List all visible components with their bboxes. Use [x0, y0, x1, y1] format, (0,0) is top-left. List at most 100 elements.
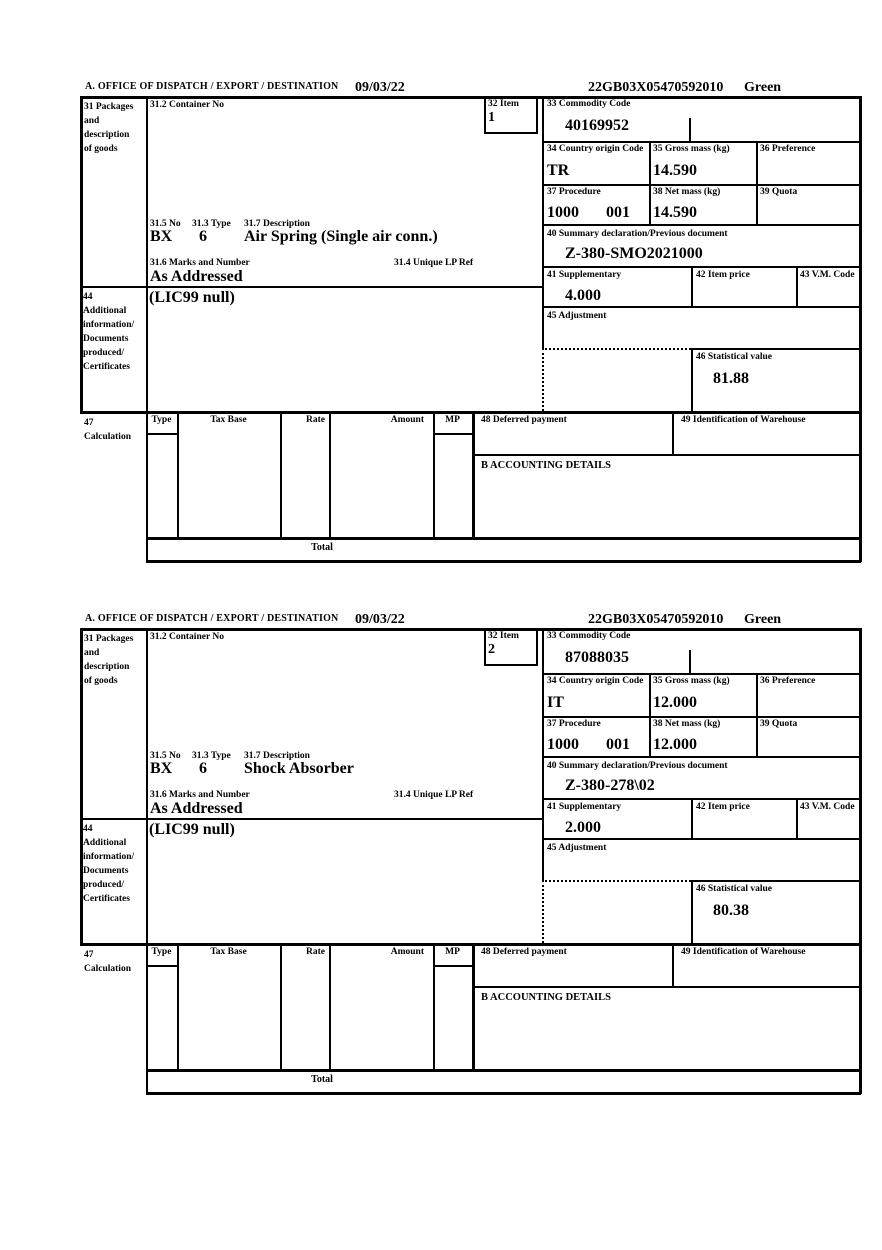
procedure-value: 1000 — [547, 204, 579, 221]
form-right-border — [859, 628, 862, 1094]
unique-lp-label: 31.4 Unique LP Ref — [394, 258, 474, 268]
box34-35-divider — [649, 141, 651, 225]
pkg-desc-label: 31.7 Description — [244, 219, 310, 229]
country-origin-label: 34 Country origin Code — [547, 676, 644, 686]
declaration-date: 09/03/22 — [355, 612, 405, 627]
item-number-label: 32 Item — [488, 99, 519, 109]
additional-info-value: (LIC99 null) — [149, 289, 235, 306]
box34-row-bottom — [542, 716, 861, 718]
box48-49-divider — [672, 943, 674, 986]
box41-42-divider — [691, 798, 693, 839]
package-count-value: 6 — [199, 760, 207, 777]
item-box-right — [536, 96, 538, 133]
marks-label: 31.6 Marks and Number — [150, 790, 250, 800]
declaration-date: 09/03/22 — [355, 80, 405, 95]
box47-row-top — [80, 943, 861, 946]
gross-mass-value: 14.590 — [653, 162, 697, 179]
box46-top — [691, 880, 861, 882]
box34-row-bottom — [542, 184, 861, 186]
box31-label: 31 Packages and description of goods — [84, 102, 134, 154]
item-box-bottom — [484, 664, 538, 666]
item-number-value: 1 — [488, 110, 495, 125]
box48-49-bottom — [472, 986, 861, 988]
dotted-horizontal-rule — [542, 348, 691, 350]
calc-header-type: Type — [151, 415, 172, 425]
country-origin-value: IT — [547, 694, 564, 711]
box31-box44-divider — [80, 286, 542, 288]
item-box-right — [536, 628, 538, 665]
country-origin-value: TR — [547, 162, 570, 179]
office-of-dispatch-label: A. OFFICE OF DISPATCH / EXPORT / DESTINA… — [85, 81, 339, 92]
pkg-type-label: 31.3 Type — [192, 751, 231, 761]
dotted-vertical-rule — [542, 348, 544, 411]
marks-value: As Addressed — [150, 268, 243, 285]
routing-status: Green — [744, 612, 782, 627]
calc-header-rate: Rate — [306, 415, 325, 425]
box48-49-divider — [672, 411, 674, 454]
pkg-type-label: 31.3 Type — [192, 219, 231, 229]
commodity-label: 33 Commodity Code — [547, 631, 631, 641]
pkg-no-label: 31.5 No — [150, 751, 181, 761]
warehouse-label: 49 Identification of Warehouse — [681, 947, 806, 957]
commodity-code-value: 87088035 — [565, 649, 629, 666]
supplementary-label: 41 Supplementary — [547, 270, 622, 280]
calc-col3-divider — [329, 411, 331, 538]
deferred-payment-label: 48 Deferred payment — [481, 947, 567, 957]
package-count-value: 6 — [199, 228, 207, 245]
commodity-code-value: 40169952 — [565, 117, 629, 134]
box41-row-bottom — [542, 306, 861, 308]
additional-info-value: (LIC99 null) — [149, 821, 235, 838]
item-box-left — [484, 96, 486, 133]
form-right-border — [859, 96, 862, 562]
unique-lp-label: 31.4 Unique LP Ref — [394, 790, 474, 800]
form-top-border — [80, 628, 861, 631]
type-header-underline — [146, 433, 177, 435]
dotted-vertical-rule — [542, 880, 544, 943]
calc-col2-divider — [280, 411, 282, 538]
package-code-value: BX — [150, 760, 173, 777]
goods-description-value: Air Spring (Single air conn.) — [244, 228, 438, 245]
calc-header-taxbase: Tax Base — [210, 947, 247, 957]
warehouse-label: 49 Identification of Warehouse — [681, 415, 806, 425]
box37-row-bottom — [542, 756, 861, 758]
calc-col3-divider — [329, 943, 331, 1070]
quota-label: 39 Quota — [760, 187, 798, 197]
form-left-border — [80, 96, 83, 412]
calc-col2-divider — [280, 943, 282, 1070]
calc-col1-divider — [177, 411, 179, 538]
total-label: Total — [311, 1074, 333, 1085]
gross-mass-value: 12.000 — [653, 694, 697, 711]
calc-col4-divider — [433, 411, 435, 538]
right-column-divider — [542, 628, 544, 880]
accounting-details-label: B ACCOUNTING DETAILS — [481, 460, 611, 471]
total-row-bottom — [146, 1092, 861, 1095]
statistical-value: 81.88 — [713, 370, 749, 387]
total-label: Total — [311, 542, 333, 553]
gross-mass-label: 35 Gross mass (kg) — [653, 144, 730, 154]
declaration-item-section: A. OFFICE OF DISPATCH / EXPORT / DESTINA… — [80, 80, 862, 580]
procedure-extra-value: 001 — [606, 204, 630, 221]
preference-label: 36 Preference — [760, 676, 816, 686]
previous-document-value: Z-380-278\02 — [565, 777, 655, 794]
quota-label: 39 Quota — [760, 719, 798, 729]
container-no-label: 31.2 Container No — [150, 100, 224, 110]
box44-label: 44 Additional information/ Documents pro… — [83, 292, 135, 372]
commodity-label: 33 Commodity Code — [547, 99, 631, 109]
total-row-top — [146, 537, 861, 540]
preference-label: 36 Preference — [760, 144, 816, 154]
dotted-horizontal-rule — [542, 880, 691, 882]
mp-header-underline — [433, 433, 472, 435]
statistical-value: 80.38 — [713, 902, 749, 919]
box47-label: 47 Calculation — [84, 418, 131, 442]
supplementary-value: 2.000 — [565, 819, 601, 836]
box48-49-bottom — [472, 454, 861, 456]
marks-label: 31.6 Marks and Number — [150, 258, 250, 268]
box41-row-bottom — [542, 838, 861, 840]
calc-col1-divider — [177, 943, 179, 1070]
summary-declaration-label: 40 Summary declaration/Previous document — [547, 761, 728, 771]
container-no-label: 31.2 Container No — [150, 632, 224, 642]
label-column-divider — [146, 96, 148, 562]
form-left-border — [80, 628, 83, 944]
adjustment-label: 45 Adjustment — [547, 843, 607, 853]
goods-description-value: Shock Absorber — [244, 760, 354, 777]
